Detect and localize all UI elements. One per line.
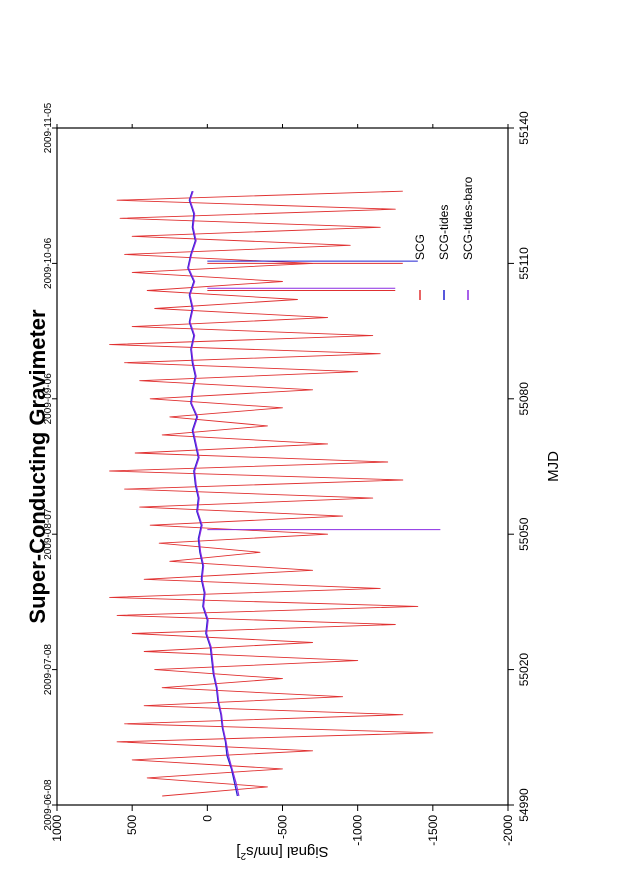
y-tick-label: -500 <box>276 815 290 839</box>
legend-label-2: SCG-tides-baro <box>461 176 475 260</box>
x-tick-label: 55140 <box>517 111 531 145</box>
date-tick-label: 2009-10-06 <box>43 237 54 289</box>
y-axis-label-main: Signal [nm/s <box>246 843 329 860</box>
x-tick-label: 55080 <box>517 382 531 416</box>
x-axis-label: MJD <box>545 451 562 482</box>
axes-layer <box>52 124 514 811</box>
series-line-scg-tides <box>187 191 238 797</box>
y-axis-label-suffix: ] <box>236 843 240 860</box>
y-tick-label: -1500 <box>426 815 440 846</box>
date-tick-label: 2009-07-08 <box>43 644 54 696</box>
y-tick-label: -2000 <box>501 815 515 846</box>
legend-label-0: SCG <box>413 234 427 260</box>
date-tick-label: 2009-08-07 <box>43 508 54 560</box>
x-tick-label: 55020 <box>517 653 531 687</box>
y-axis-label: Signal [nm/s2] <box>236 843 328 861</box>
plot-area <box>109 190 441 797</box>
y-tick-label: 500 <box>125 815 139 835</box>
date-tick-label: 2009-09-06 <box>43 373 54 425</box>
y-axis-label-superscript: 2 <box>240 850 246 861</box>
y-tick-label: -1000 <box>351 815 365 846</box>
x-tick-label: 55110 <box>517 247 531 280</box>
series-line-scg-tides-baro <box>187 191 240 797</box>
legend-label-1: SCG-tides <box>437 205 451 260</box>
y-tick-label: 1000 <box>50 815 64 842</box>
y-tick-label: 0 <box>200 815 214 822</box>
series-line-scg <box>109 190 434 797</box>
x-tick-label: 54990 <box>517 788 531 822</box>
x-tick-label: 55050 <box>517 517 531 551</box>
date-tick-label: 2009-11-05 <box>43 102 54 153</box>
date-tick-label: 2009-06-08 <box>43 779 54 831</box>
chart-title: Super-Conducting Gravimeter <box>25 309 50 624</box>
legend: SCG SCG-tides SCG-tides-baro <box>413 176 475 300</box>
